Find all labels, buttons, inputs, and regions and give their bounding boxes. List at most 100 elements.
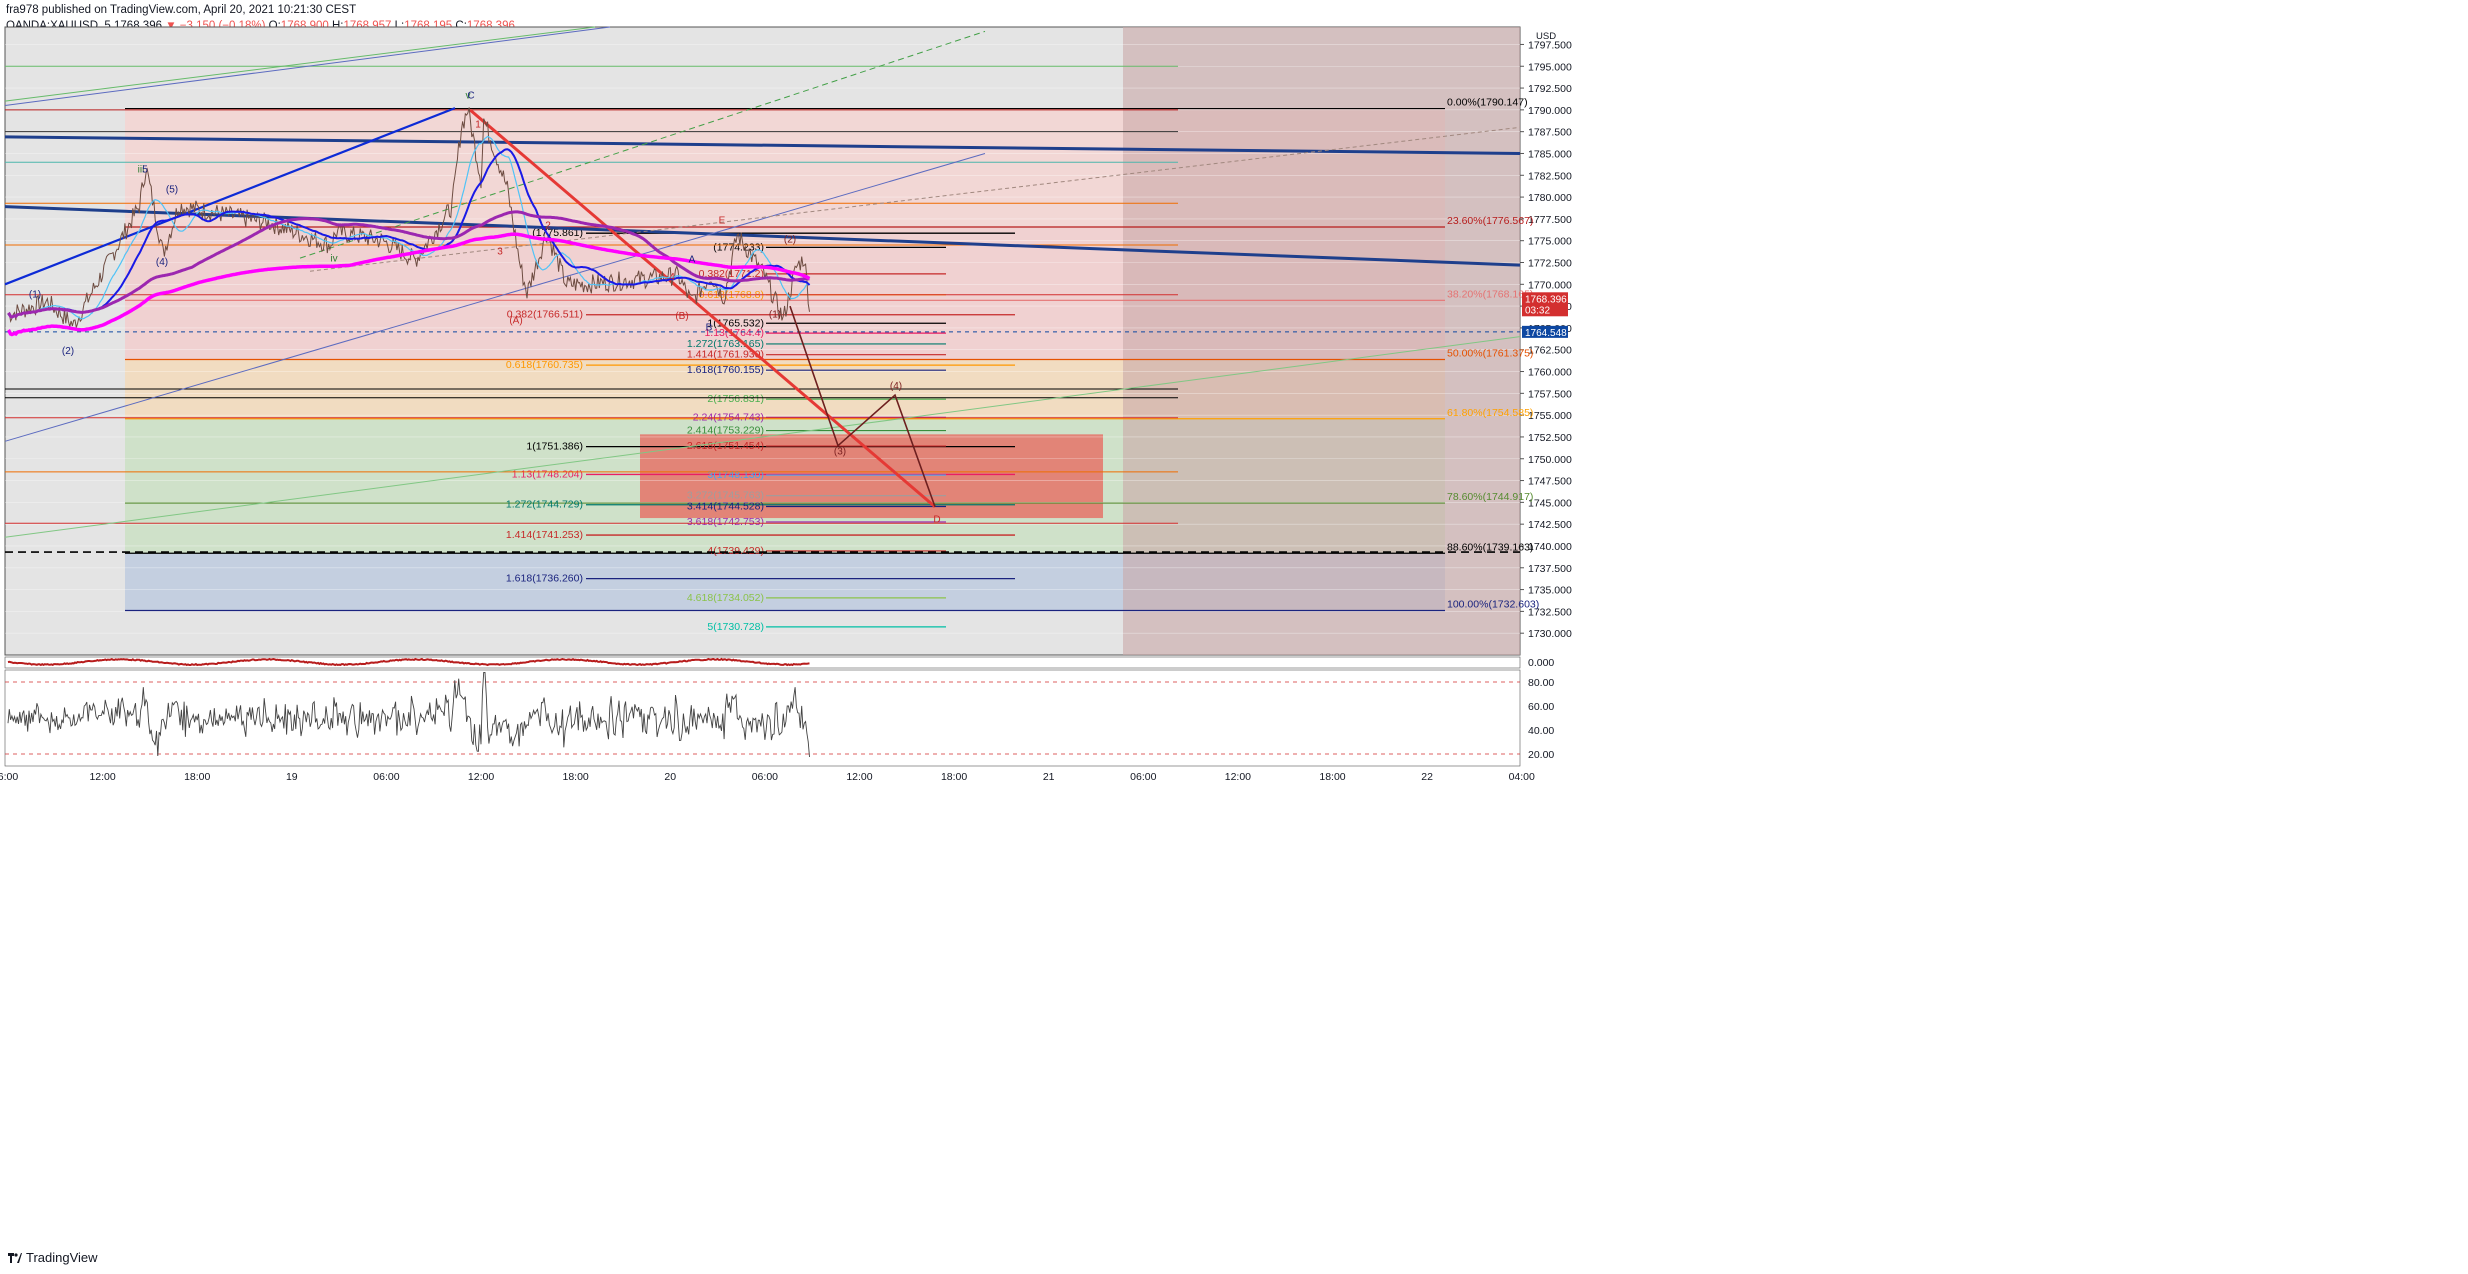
wave-label: (A) xyxy=(509,316,522,327)
fib-mid-label: 1.13(1764.4) xyxy=(704,327,764,339)
projection-red-main xyxy=(469,108,936,508)
ma-slow xyxy=(7,210,810,319)
fib-mid-label: 3(1748.130) xyxy=(707,469,764,481)
price-tag xyxy=(1522,292,1568,317)
x-tick-label: 21 xyxy=(1043,771,1055,783)
wave-label: (2) xyxy=(62,346,74,357)
wave-label: 2 xyxy=(545,220,551,231)
trendline-green-dash xyxy=(299,30,986,259)
x-tick-label: 18:00 xyxy=(1319,771,1345,783)
fib-mid-label: 4(1739.429) xyxy=(707,545,764,557)
wave-label: (4) xyxy=(156,257,168,268)
wave-label: (1) xyxy=(769,309,781,320)
x-tick-label: 18:00 xyxy=(941,771,967,783)
trendline-green-high xyxy=(4,26,596,102)
wave-label: C xyxy=(467,91,474,102)
x-tick-label: 12:00 xyxy=(846,771,872,783)
wave-label: iii xyxy=(138,165,145,176)
fib-mid-label: 5(1730.728) xyxy=(707,621,764,633)
fib-label: 88.60%(1739.163) xyxy=(1447,541,1533,553)
x-tick-label: 18:00 xyxy=(184,771,210,783)
y-tick-label: 1762.500 xyxy=(1528,345,1572,357)
y-tick-label: 1757.500 xyxy=(1528,388,1572,400)
x-tick-label: 04:00 xyxy=(1509,771,1535,783)
x-tick-label: 19 xyxy=(286,771,298,783)
fib-mid-label: 1.618(1760.155) xyxy=(687,364,764,376)
fib-mid-label: 2.618(1751.454) xyxy=(687,440,764,452)
price-tag xyxy=(1522,325,1568,338)
ma-200 xyxy=(7,232,811,337)
x-tick-label: 18:00 xyxy=(563,771,589,783)
fib-mid-label: 3.618(1742.753) xyxy=(687,516,764,528)
fib-label: 100.00%(1732.603) xyxy=(1447,598,1539,610)
y-tick-label: 1732.500 xyxy=(1528,606,1572,618)
brand-name: TradingView xyxy=(26,1250,98,1265)
trendline-green-low xyxy=(4,336,1521,538)
close-label: C: xyxy=(455,20,467,32)
x-tick-label: 06:00 xyxy=(752,771,778,783)
fib-mid-label: 2.414(1753.229) xyxy=(687,425,764,437)
wave-label: (2) xyxy=(784,234,796,245)
y-tick-label: 1747.500 xyxy=(1528,476,1572,488)
fib-mid-label: (1774.233) xyxy=(713,241,764,253)
fib-mid-label: 2(1756.831) xyxy=(707,393,764,405)
wave-label: B xyxy=(706,323,713,334)
wave-label: E xyxy=(719,215,726,226)
change-arrow-icon: ▼ xyxy=(165,20,177,32)
publisher-line: fra978 published on TradingView.com, Apr… xyxy=(6,4,357,16)
future-shade xyxy=(1123,27,1520,655)
x-tick-label: 06:00 xyxy=(1130,771,1156,783)
high-label: H: xyxy=(331,20,344,32)
x-tick-label: 06:00 xyxy=(373,771,399,783)
fib-label: 38.20%(1768.165) xyxy=(1447,288,1533,300)
y-tick-label: 1782.500 xyxy=(1528,170,1572,182)
fib-mid-label: 3.272(1745.763) xyxy=(687,490,764,502)
ma-medium xyxy=(7,148,811,319)
y-tick-label: 1742.500 xyxy=(1528,519,1572,531)
wave-label: A xyxy=(689,255,696,266)
x-tick-label: 12:00 xyxy=(468,771,494,783)
x-tick-label: 6:00 xyxy=(0,771,18,783)
fib-mid-label: 3.414(1744.528) xyxy=(687,500,764,512)
ma-fast xyxy=(7,135,810,320)
y-tick-label: 1740.000 xyxy=(1528,541,1572,553)
osc2-tick-label: 60.00 xyxy=(1528,701,1554,713)
x-tick-label: 20 xyxy=(664,771,676,783)
trendline-brown-dash xyxy=(309,126,1521,272)
x-tick-label: 22 xyxy=(1421,771,1433,783)
wave-label: (5) xyxy=(166,185,178,196)
wave-label: (4) xyxy=(890,381,902,392)
y-tick-label: 1785.000 xyxy=(1528,148,1572,160)
fib-mid-label: 4.618(1734.052) xyxy=(687,592,764,604)
y-tick-label: 1790.000 xyxy=(1528,105,1572,117)
fib-label: 0.00%(1790.147) xyxy=(1447,97,1528,109)
price-tag-label: 1764.548 xyxy=(1525,328,1567,339)
oscillator-1-line xyxy=(7,657,810,667)
y-tick-label: 1792.500 xyxy=(1528,83,1572,95)
osc2-tick-label: 40.00 xyxy=(1528,725,1554,737)
wave-label: (B) xyxy=(675,311,688,322)
fib-label: 61.80%(1754.585) xyxy=(1447,407,1533,419)
y-tick-label: 1752.500 xyxy=(1528,432,1572,444)
trendline-purple-high xyxy=(4,26,611,106)
price-series xyxy=(7,107,810,328)
y-tick-label: 1760.000 xyxy=(1528,367,1572,379)
y-tick-label: 1775.000 xyxy=(1528,236,1572,248)
osc2-tick-label: 20.00 xyxy=(1528,749,1554,761)
fib-mid-label: 1.414(1761.930) xyxy=(687,349,764,361)
trendline-blue xyxy=(4,107,456,286)
wave-label: 4 xyxy=(669,272,675,283)
wave-label: v xyxy=(466,91,471,102)
low-label: L: xyxy=(394,20,405,32)
currency-label: USD xyxy=(1536,31,1556,42)
fib-ext-label: 1(1751.386) xyxy=(526,441,583,453)
projection-wave xyxy=(789,305,936,507)
fib-ext-label: 1.618(1736.260) xyxy=(506,573,583,585)
wave-label: 3 xyxy=(497,247,503,258)
price-tag-label: 1768.396 xyxy=(1525,294,1567,305)
x-tick-label: 12:00 xyxy=(1225,771,1251,783)
fib-ext-label: 0.618(1760.735) xyxy=(506,359,583,371)
fib-mid-label: 1.272(1763.165) xyxy=(687,338,764,350)
y-tick-label: 1730.000 xyxy=(1528,628,1572,640)
